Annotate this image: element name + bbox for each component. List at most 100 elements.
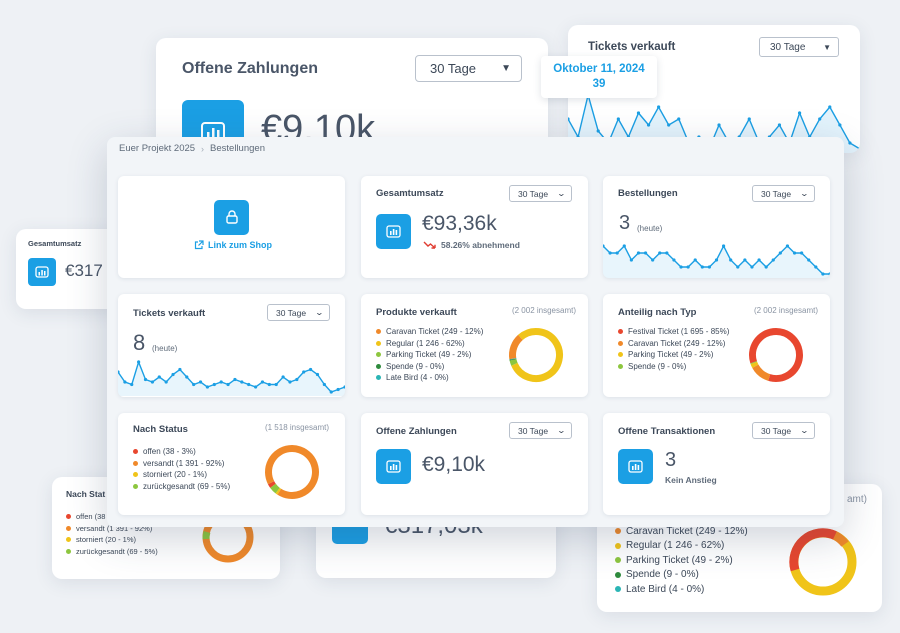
chart-tooltip: Oktober 11, 2024 39 bbox=[541, 56, 657, 98]
sparkline-point bbox=[792, 251, 797, 255]
transactions-value: 3 bbox=[665, 449, 677, 471]
legend-label: Parking Ticket (49 - 2%) bbox=[386, 350, 472, 360]
sparkline-point bbox=[143, 377, 148, 382]
sparkline-point bbox=[785, 244, 790, 248]
legend-item: versandt (1 391 - 92%) bbox=[133, 458, 230, 470]
chevron-down-icon: ⌄ bbox=[314, 308, 325, 317]
bg-card-title: Nach Stat bbox=[66, 489, 106, 499]
period-dropdown[interactable]: 30 Tage ⌄ bbox=[267, 304, 330, 321]
sparkline-point bbox=[615, 251, 619, 255]
produkte-donut bbox=[509, 328, 563, 382]
payments-value: €9,10k bbox=[422, 453, 486, 476]
sparkline-point bbox=[288, 380, 292, 384]
legend-label: Caravan Ticket (249 - 12%) bbox=[628, 338, 726, 348]
sparkline-point bbox=[707, 265, 712, 269]
bg-typ-donut bbox=[789, 528, 857, 596]
sparkline-point bbox=[677, 117, 681, 121]
sparkline-point bbox=[118, 370, 120, 374]
sparkline-point bbox=[322, 382, 326, 387]
period-dropdown[interactable]: 30 Tage ⌄ bbox=[509, 185, 572, 202]
sparkline-point bbox=[219, 380, 223, 384]
sparkline-point bbox=[658, 251, 662, 255]
legend-dot bbox=[376, 340, 381, 346]
legend-label: Spende (9 - 0%) bbox=[386, 361, 445, 371]
chevron-down-icon: ▼ bbox=[501, 63, 511, 74]
sparkline-point bbox=[643, 251, 648, 255]
external-link-icon bbox=[194, 240, 204, 250]
chevron-right-icon: › bbox=[201, 143, 205, 154]
typ-donut bbox=[749, 328, 803, 382]
sparkline-point bbox=[693, 258, 697, 262]
transactions-sub: Kein Anstieg bbox=[665, 475, 717, 485]
sparkline-point bbox=[253, 385, 258, 389]
sparkline-point bbox=[185, 375, 189, 379]
sparkline-point bbox=[568, 117, 570, 121]
breadcrumb-project[interactable]: Euer Projekt 2025 bbox=[119, 143, 196, 154]
sparkline-point bbox=[729, 258, 733, 262]
sparkline-point bbox=[281, 375, 285, 379]
sparkline-point bbox=[178, 367, 182, 372]
sparkline-point bbox=[274, 382, 278, 387]
sparkline-point bbox=[247, 382, 251, 387]
bg-period-dropdown[interactable]: 30 Tage ▼ bbox=[759, 37, 839, 57]
card-title: Offene Transaktionen bbox=[618, 426, 716, 437]
sparkline-point bbox=[777, 123, 782, 127]
sparkline-point bbox=[821, 272, 825, 276]
sparkline-point bbox=[636, 251, 641, 255]
sparkline-point bbox=[157, 375, 161, 379]
card-title: Nach Status bbox=[133, 424, 188, 435]
typ-legend: Festival Ticket (1 695 - 85%) Caravan Tic… bbox=[618, 326, 729, 372]
sparkline-point bbox=[212, 382, 216, 387]
legend-item: Regular (1 246 - 62%) bbox=[615, 539, 748, 554]
sparkline-point bbox=[764, 265, 768, 269]
legend-label: zurückgesandt (69 - 5%) bbox=[143, 481, 231, 491]
total-count: (2 002 insgesamt) bbox=[753, 306, 818, 315]
legend-item: Spende (9 - 0%) bbox=[615, 568, 748, 583]
sparkline-point bbox=[858, 147, 860, 151]
legend-dot bbox=[618, 363, 623, 369]
sparkline-point bbox=[315, 372, 320, 377]
period-dropdown[interactable]: 30 Tage ⌄ bbox=[752, 185, 815, 202]
sparkline-point bbox=[343, 385, 345, 389]
legend-item: offen (38 - 3%) bbox=[133, 446, 230, 458]
sparkline-point bbox=[646, 123, 651, 127]
sparkline-point bbox=[828, 105, 832, 109]
sparkline-point bbox=[747, 117, 751, 121]
period-dropdown[interactable]: 30 Tage ⌄ bbox=[752, 422, 815, 439]
sparkline-point bbox=[137, 360, 141, 364]
trend-down-icon bbox=[423, 241, 436, 249]
breadcrumb-page: Bestellungen bbox=[210, 143, 265, 154]
sparkline-point bbox=[130, 382, 134, 387]
legend-dot bbox=[133, 449, 138, 455]
period-dropdown[interactable]: 30 Tage ⌄ bbox=[509, 422, 572, 439]
sparkline-point bbox=[164, 380, 168, 384]
transaktionen-card: Offene Transaktionen 30 Tage ⌄ 3 Kein Ans… bbox=[603, 413, 830, 515]
sparkline-line bbox=[118, 359, 345, 393]
bg-card-title: Gesamtumsatz bbox=[28, 239, 82, 248]
shop-link[interactable]: Link zum Shop bbox=[194, 240, 272, 250]
chevron-down-icon: ▼ bbox=[823, 42, 831, 52]
bg-period-dropdown[interactable]: 30 Tage ▼ bbox=[415, 55, 522, 82]
sparkline-point bbox=[721, 244, 726, 248]
bestellungen-sparkline bbox=[603, 244, 830, 278]
legend-label: offen (38 - 3%) bbox=[143, 447, 196, 457]
donut-slice bbox=[267, 481, 276, 488]
sparkline-point bbox=[757, 258, 761, 262]
produkte-card: Produkte verkauft (2 002 insgesamt) Cara… bbox=[361, 294, 588, 397]
donut-slice bbox=[275, 487, 282, 495]
bar-chart-icon bbox=[386, 460, 401, 473]
tickets-sub: (heute) bbox=[152, 344, 178, 353]
legend-dot bbox=[376, 375, 381, 381]
card-title: Gesamtumsatz bbox=[376, 188, 444, 199]
donut-slice bbox=[509, 334, 523, 360]
legend-dot bbox=[376, 352, 381, 358]
legend-label: Late Bird (4 - 0%) bbox=[386, 373, 449, 383]
legend-item: zurückgesandt (69 - 5%) bbox=[133, 481, 230, 493]
donut-slice bbox=[752, 364, 771, 381]
lock-icon-box[interactable] bbox=[214, 200, 249, 235]
bg-chart-icon-box bbox=[28, 258, 56, 286]
bg-typ-legend: Caravan Ticket (249 - 12%) Regular (1 24… bbox=[615, 524, 748, 597]
legend-item: Late Bird (4 - 0%) bbox=[615, 582, 748, 597]
sparkline-point bbox=[665, 251, 669, 255]
legend-label: storniert (20 - 1%) bbox=[143, 470, 208, 480]
